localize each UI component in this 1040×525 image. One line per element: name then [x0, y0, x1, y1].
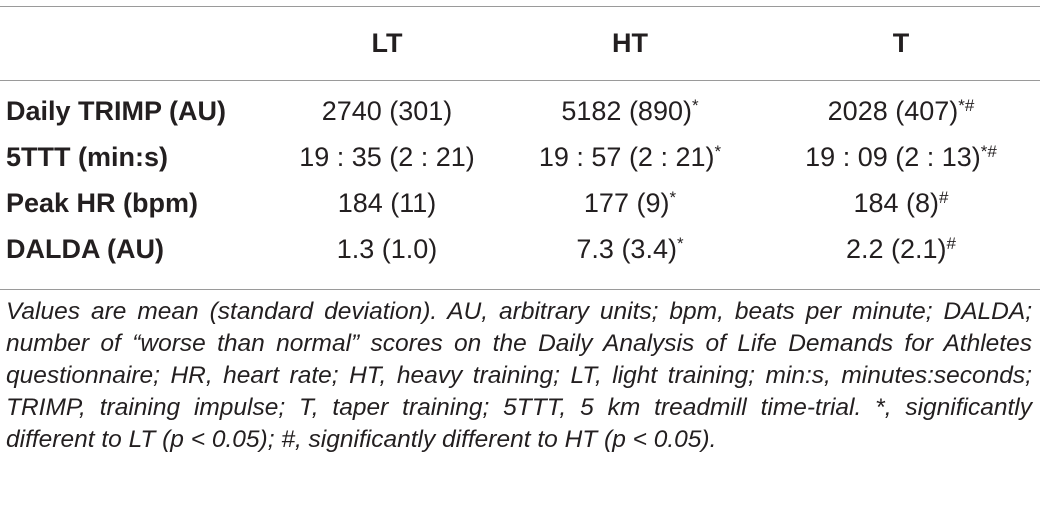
header-row: LT HT T: [0, 6, 1040, 80]
cell-value: 184 (8): [853, 187, 940, 218]
cell-value: 1.3 (1.0): [336, 233, 438, 264]
table-bottom-rule: [0, 289, 1040, 290]
table-row: DALDA (AU) 1.3 (1.0) 7.3 (3.4)* 2.2 (2.1…: [0, 226, 1040, 272]
column-header-lt: LT: [371, 27, 403, 58]
row-label: Daily TRIMP (AU): [6, 95, 227, 126]
row-label: DALDA (AU): [6, 233, 164, 264]
table-row: Peak HR (bpm) 184 (11) 177 (9)* 184 (8)#: [0, 180, 1040, 226]
cell-value: 2028 (407): [827, 95, 959, 126]
table-top-rule: [0, 6, 1040, 7]
cell-value: 5182 (890): [561, 95, 692, 126]
cell-value: 2.2 (2.1): [845, 233, 947, 264]
significance-mark: *: [691, 95, 699, 115]
table-body: Daily TRIMP (AU) 2740 (301) 5182 (890)* …: [0, 80, 1040, 272]
significance-mark: *#: [980, 141, 997, 161]
significance-mark: *: [676, 233, 684, 253]
cell-value: 19 : 57 (2 : 21): [538, 141, 715, 172]
significance-mark: *: [669, 187, 677, 207]
cell-ht: 177 (9)*: [498, 180, 762, 226]
table-header-rule: [0, 80, 1040, 81]
significance-mark: #: [946, 233, 957, 253]
results-table: LT HT T Daily TRIMP (AU) 2740 (301) 5182…: [0, 6, 1040, 272]
cell-value: 2740 (301): [321, 95, 453, 126]
cell-lt: 19 : 35 (2 : 21): [276, 134, 498, 180]
cell-ht: 5182 (890)*: [498, 80, 762, 134]
cell-lt: 2740 (301): [276, 80, 498, 134]
cell-ht: 7.3 (3.4)*: [498, 226, 762, 272]
cell-value: 177 (9): [583, 187, 670, 218]
cell-lt: 1.3 (1.0): [276, 226, 498, 272]
cell-value: 7.3 (3.4): [576, 233, 677, 264]
table-header: LT HT T: [0, 6, 1040, 80]
table-row: 5TTT (min:s) 19 : 35 (2 : 21) 19 : 57 (2…: [0, 134, 1040, 180]
cell-ht: 19 : 57 (2 : 21)*: [498, 134, 762, 180]
column-header-ht: HT: [612, 27, 648, 58]
table-footnote: Values are mean (standard deviation). AU…: [6, 298, 1032, 453]
cell-lt: 184 (11): [276, 180, 498, 226]
cell-t: 184 (8)#: [762, 180, 1040, 226]
significance-mark: #: [939, 187, 949, 207]
cell-value: 184 (11): [337, 187, 437, 218]
cell-t: 2.2 (2.1)#: [762, 226, 1040, 272]
cell-t: 2028 (407)*#: [762, 80, 1040, 134]
row-label: 5TTT (min:s): [6, 141, 168, 172]
significance-mark: *#: [958, 95, 975, 115]
column-header-t: T: [892, 27, 910, 58]
cell-value: 19 : 35 (2 : 21): [299, 141, 475, 172]
significance-mark: *: [714, 141, 722, 161]
column-header-blank: [0, 6, 276, 80]
cell-t: 19 : 09 (2 : 13)*#: [762, 134, 1040, 180]
cell-value: 19 : 09 (2 : 13): [805, 141, 981, 172]
table-row: Daily TRIMP (AU) 2740 (301) 5182 (890)* …: [0, 80, 1040, 134]
row-label: Peak HR (bpm): [6, 187, 199, 218]
